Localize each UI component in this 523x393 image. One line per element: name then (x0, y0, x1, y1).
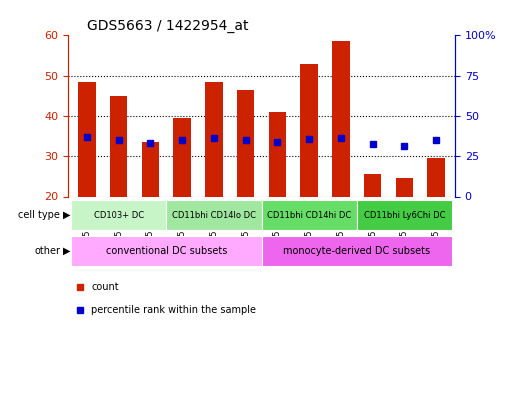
Bar (71, 235, 262, 266)
Text: other: other (34, 246, 60, 255)
Bar (78, 82, 96, 196)
Bar (142, 142, 159, 196)
Bar (395, 178, 413, 196)
Bar (174, 118, 191, 196)
Bar (300, 64, 318, 196)
Text: conventional DC subsets: conventional DC subsets (106, 246, 227, 255)
Bar (71, 200, 166, 230)
Bar (166, 200, 262, 230)
Text: CD11bhi CD14lo DC: CD11bhi CD14lo DC (172, 211, 256, 220)
Bar (427, 158, 445, 196)
Bar (332, 41, 349, 196)
Text: GDS5663 / 1422954_at: GDS5663 / 1422954_at (87, 19, 249, 33)
Text: CD11bhi CD14hi DC: CD11bhi CD14hi DC (267, 211, 351, 220)
Bar (205, 82, 223, 196)
Text: monocyte-derived DC subsets: monocyte-derived DC subsets (283, 246, 430, 255)
Text: count: count (91, 282, 119, 292)
Bar (262, 235, 452, 266)
Bar (269, 112, 286, 196)
Text: ▶: ▶ (63, 246, 70, 255)
Bar (110, 96, 128, 196)
Text: percentile rank within the sample: percentile rank within the sample (91, 305, 256, 316)
Bar (357, 200, 452, 230)
Text: CD103+ DC: CD103+ DC (94, 211, 144, 220)
Bar (237, 90, 254, 196)
Text: CD11bhi Ly6Chi DC: CD11bhi Ly6Chi DC (363, 211, 445, 220)
Text: cell type: cell type (18, 210, 60, 220)
Bar (262, 200, 357, 230)
Bar (364, 174, 381, 196)
Text: ▶: ▶ (63, 210, 70, 220)
